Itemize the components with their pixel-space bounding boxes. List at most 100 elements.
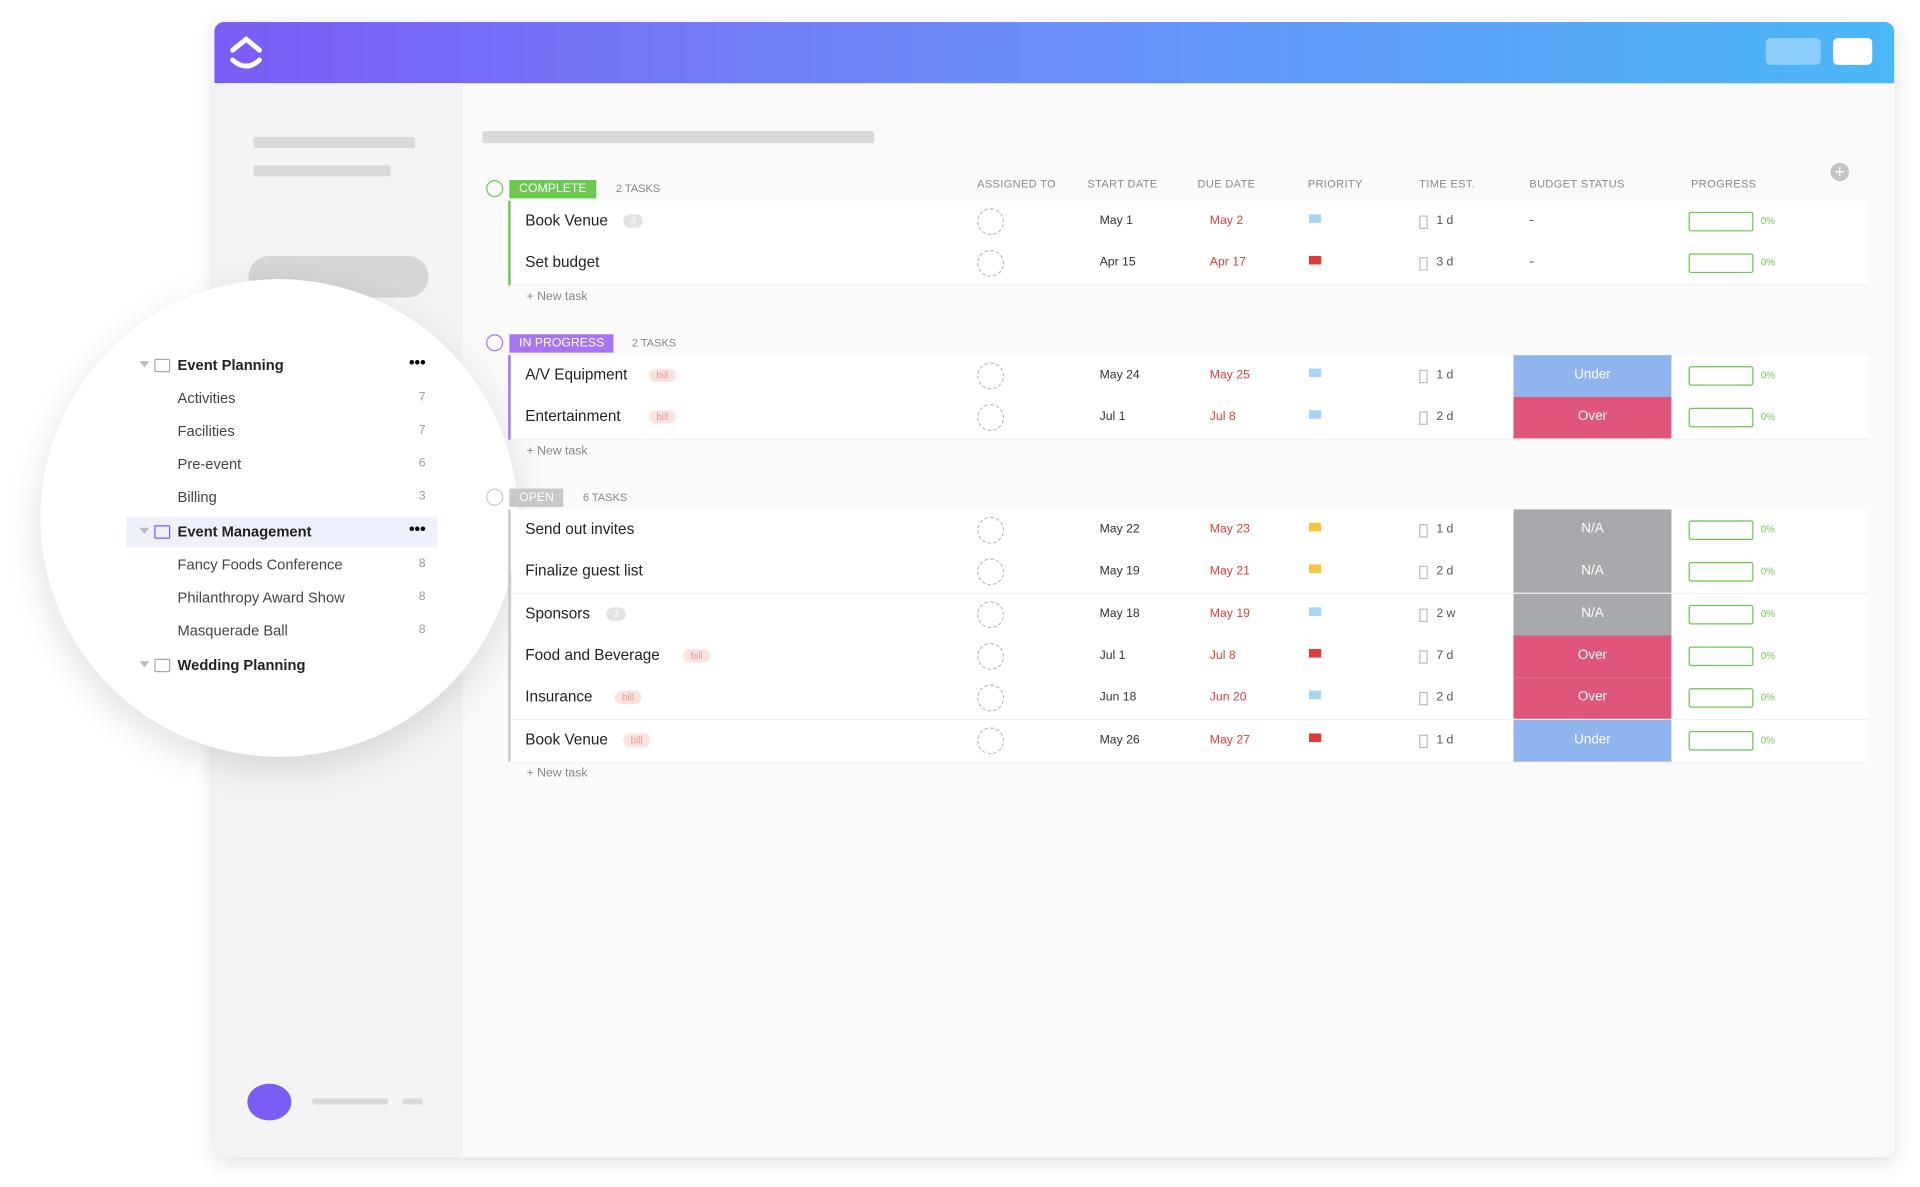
priority-flag[interactable] <box>1308 410 1322 420</box>
list-count: 8 <box>418 557 426 571</box>
progress-value: 0% <box>1760 257 1775 269</box>
budget-status: - <box>1529 255 1534 270</box>
budget-status: Over <box>1577 647 1608 663</box>
task-name: Book Venue <box>525 211 608 229</box>
budget-status: Under <box>1574 367 1611 383</box>
progress-value: 0% <box>1760 566 1775 578</box>
column-header: DUE DATE <box>1197 177 1256 190</box>
folder-icon <box>154 658 171 673</box>
placeholder <box>402 1098 423 1105</box>
progress-value: 0% <box>1760 734 1775 746</box>
folder-name[interactable]: Event Management <box>177 522 312 541</box>
list-name[interactable]: Billing <box>177 488 217 506</box>
assignee-icon[interactable] <box>977 404 1005 432</box>
time-estimate: 2 w <box>1436 606 1456 621</box>
priority-flag[interactable] <box>1308 732 1322 742</box>
logo <box>230 36 263 69</box>
task-tag: bill <box>614 690 642 705</box>
assignee-icon[interactable] <box>977 362 1005 390</box>
priority-flag[interactable] <box>1308 214 1322 223</box>
more-menu[interactable]: ••• <box>408 519 426 538</box>
column-header: PRIORITY <box>1307 177 1363 190</box>
priority-flag[interactable] <box>1308 522 1322 532</box>
start-date: Jul 1 <box>1099 410 1126 425</box>
more-menu[interactable]: ••• <box>408 352 426 372</box>
task-name: Finalize guest list <box>525 562 643 580</box>
header-button[interactable] <box>1833 37 1873 65</box>
priority-flag[interactable] <box>1308 606 1322 616</box>
task-name: Sponsors <box>525 604 590 622</box>
hourglass <box>1419 692 1428 706</box>
budget-cell <box>1513 635 1672 678</box>
start-date: Apr 15 <box>1099 256 1136 270</box>
due-date: May 2 <box>1209 214 1244 228</box>
new-task[interactable]: + New task <box>526 443 588 458</box>
header-button[interactable] <box>1765 37 1821 65</box>
collapse-icon[interactable] <box>486 334 504 352</box>
placeholder <box>253 165 391 177</box>
due-date: Jul 8 <box>1209 410 1236 425</box>
priority-flag[interactable] <box>1308 648 1322 658</box>
priority-flag[interactable] <box>1308 368 1322 378</box>
folder-icon <box>154 525 171 539</box>
task-tag: 3 <box>623 214 644 228</box>
chat-button[interactable] <box>247 1083 292 1121</box>
collapse-icon[interactable] <box>486 180 504 198</box>
assignee-icon[interactable] <box>977 558 1005 586</box>
status-label: OPEN <box>509 488 564 507</box>
priority-flag[interactable] <box>1308 256 1322 265</box>
list-count: 7 <box>418 423 426 438</box>
title-placeholder <box>482 131 875 144</box>
list-name[interactable]: Facilities <box>177 422 235 440</box>
new-task[interactable]: + New task <box>526 766 588 780</box>
assignee-icon[interactable] <box>977 684 1005 712</box>
budget-status: Under <box>1574 731 1611 747</box>
priority-flag[interactable] <box>1308 690 1322 700</box>
task-row[interactable] <box>511 242 1869 286</box>
folder-name[interactable]: Wedding Planning <box>177 656 306 674</box>
assignee-icon[interactable] <box>977 250 1005 278</box>
budget-status: Over <box>1577 409 1608 425</box>
time-estimate: 1 d <box>1436 368 1454 383</box>
add-column[interactable]: + <box>1830 162 1849 182</box>
list-name[interactable]: Fancy Foods Conference <box>177 555 343 574</box>
caret <box>139 661 150 668</box>
time-estimate: 1 d <box>1436 522 1454 537</box>
list-count: 6 <box>418 456 426 471</box>
budget-cell <box>1513 355 1672 397</box>
due-date: May 19 <box>1209 606 1250 621</box>
list-name[interactable]: Philanthropy Award Show <box>177 588 345 607</box>
assignee-icon[interactable] <box>977 726 1005 754</box>
progress-value: 0% <box>1760 608 1775 620</box>
task-row[interactable] <box>511 200 1869 244</box>
due-date: May 23 <box>1209 522 1250 537</box>
assignee-icon[interactable] <box>977 208 1005 236</box>
assignee-icon[interactable] <box>977 516 1005 544</box>
priority-flag[interactable] <box>1308 564 1322 574</box>
list-name[interactable]: Masquerade Ball <box>177 622 288 640</box>
list-count: 7 <box>418 390 426 405</box>
placeholder <box>312 1098 389 1105</box>
group-bar <box>508 200 511 285</box>
progress-bar <box>1688 408 1754 428</box>
group-bar <box>508 355 511 440</box>
new-task[interactable]: + New task <box>526 289 588 304</box>
folder-name[interactable]: Event Planning <box>177 356 284 374</box>
assignee-icon[interactable] <box>977 642 1005 670</box>
task-name: Food and Beverage <box>525 646 660 664</box>
budget-cell <box>1513 719 1672 762</box>
progress-value: 0% <box>1760 524 1775 536</box>
list-name[interactable]: Activities <box>177 389 236 407</box>
list-name[interactable]: Pre-event <box>177 455 242 473</box>
due-date: May 27 <box>1209 732 1250 747</box>
time-estimate: 7 d <box>1436 648 1454 663</box>
collapse-icon[interactable] <box>486 488 504 506</box>
progress-value: 0% <box>1760 215 1775 227</box>
task-count: 6 TASKS <box>582 491 628 504</box>
budget-status: N/A <box>1581 521 1604 537</box>
assignee-icon[interactable] <box>977 600 1005 628</box>
task-name: A/V Equipment <box>525 366 628 384</box>
hourglass <box>1419 566 1428 580</box>
time-estimate: 1 d <box>1436 732 1454 747</box>
